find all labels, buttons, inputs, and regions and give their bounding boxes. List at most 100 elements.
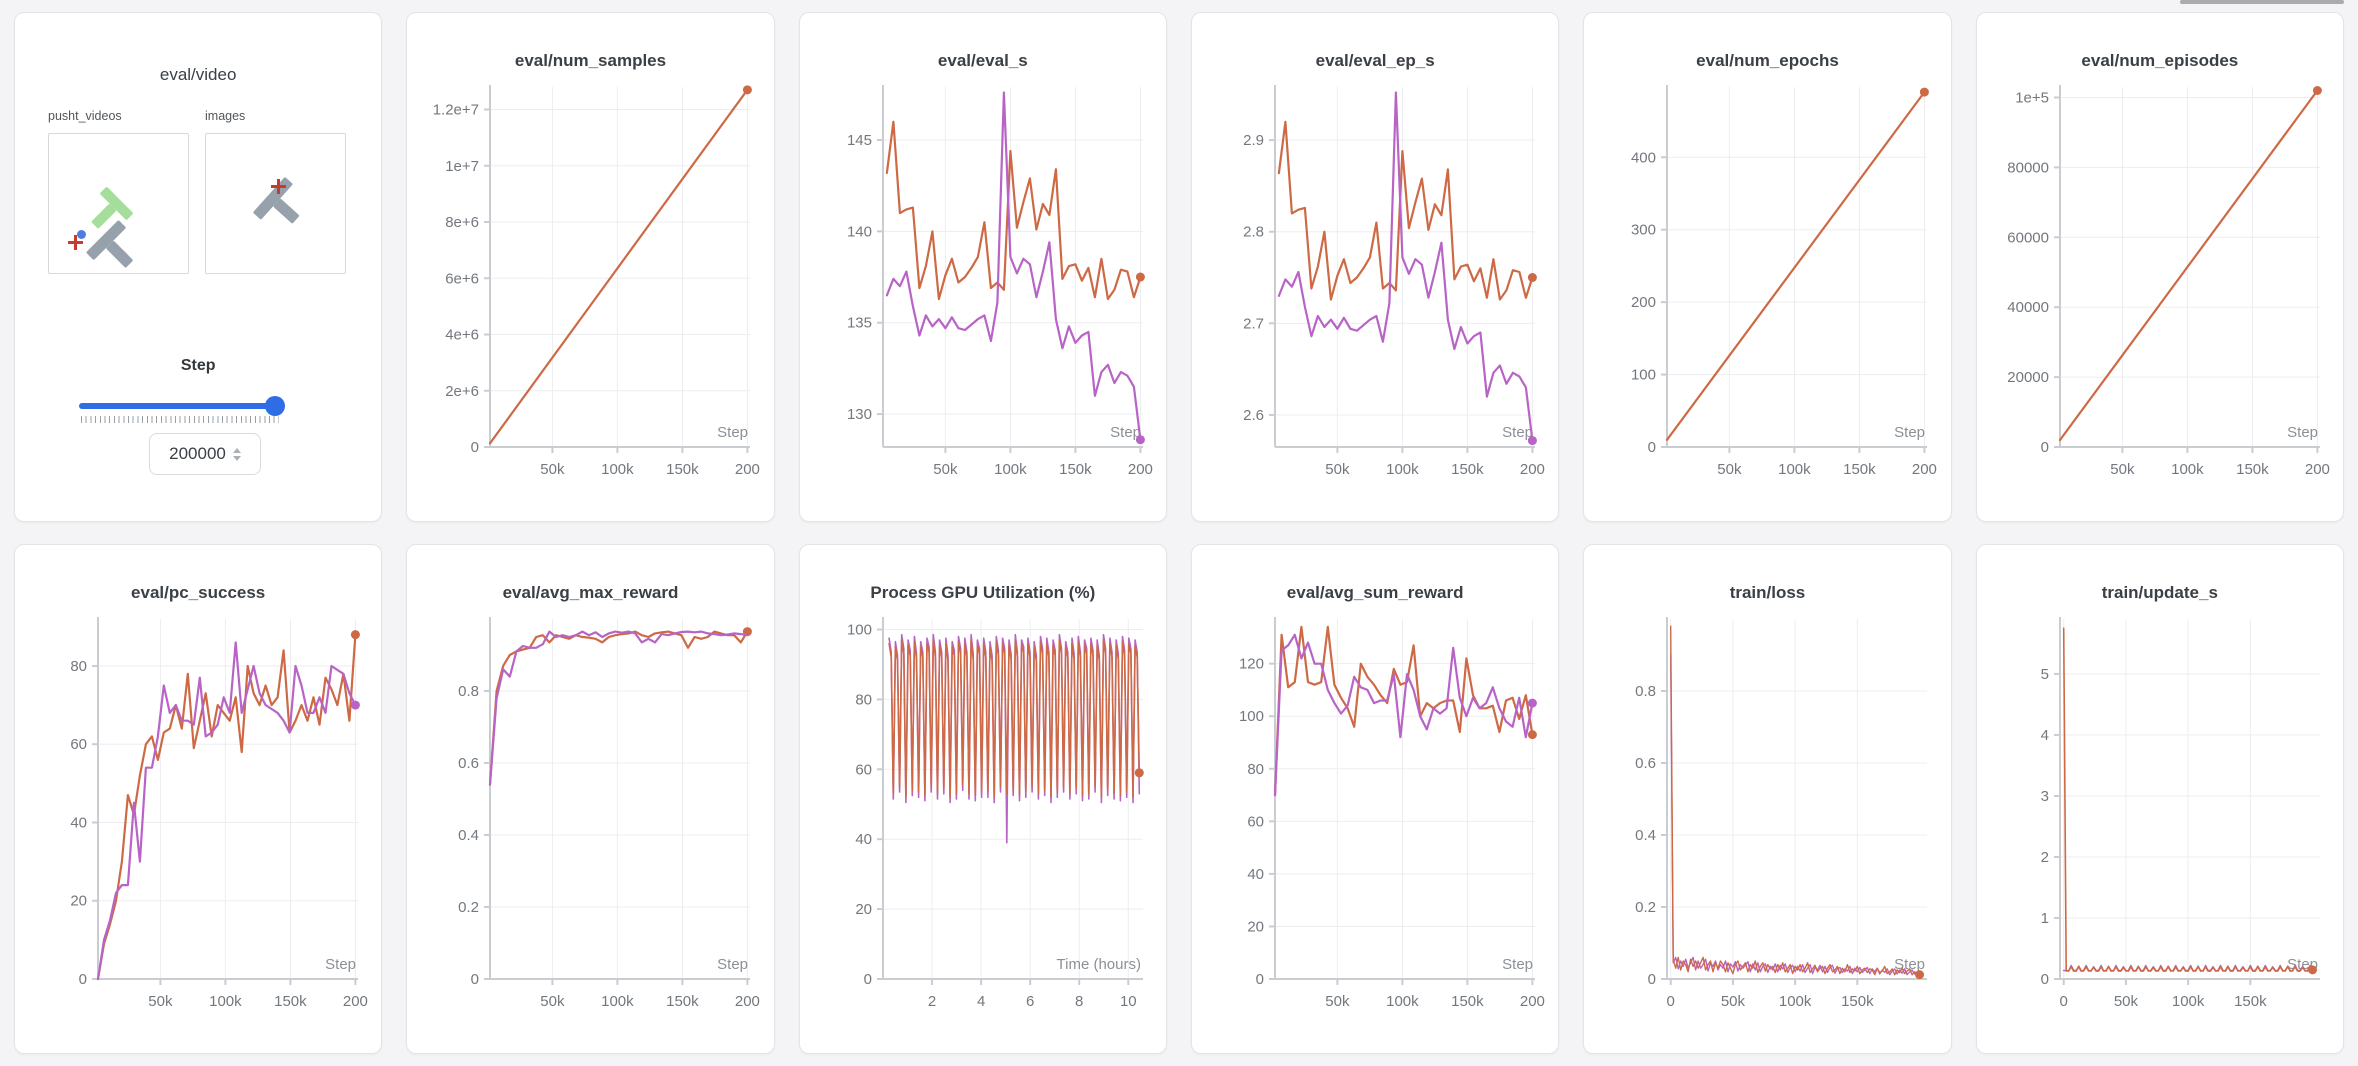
svg-text:145: 145 xyxy=(847,132,872,149)
chart-canvas[interactable]: 50k 100k 150k 200 2.6 2.7 2.8 2.9 Step xyxy=(1192,79,1558,491)
run-label-images: images xyxy=(205,109,246,123)
svg-text:200: 200 xyxy=(735,461,760,478)
stepper-arrows-icon[interactable] xyxy=(232,447,241,461)
svg-text:40: 40 xyxy=(70,814,87,831)
svg-text:300: 300 xyxy=(1631,222,1656,239)
chart-canvas[interactable]: 50k 100k 150k 200 0 20 40 60 80 100 120 Step xyxy=(1192,611,1558,1023)
svg-text:20: 20 xyxy=(1247,918,1264,935)
svg-text:0: 0 xyxy=(1648,439,1656,456)
svg-text:60: 60 xyxy=(855,761,872,778)
svg-text:50k: 50k xyxy=(933,461,958,478)
target-cross-icon xyxy=(271,179,286,194)
panel-eval-avg-max-reward: eval/avg_max_reward 50k 100k 150k 200 0 0.2 0.… xyxy=(406,544,775,1054)
chart-canvas[interactable]: 50k 100k 150k 200 130 135 140 145 Step xyxy=(800,79,1166,491)
svg-text:150k: 150k xyxy=(2234,993,2267,1010)
svg-text:200: 200 xyxy=(1631,294,1656,311)
svg-text:100k: 100k xyxy=(2172,993,2205,1010)
svg-text:50k: 50k xyxy=(1721,993,1746,1010)
svg-text:150k: 150k xyxy=(1059,461,1092,478)
chart-title: eval/avg_sum_reward xyxy=(1286,583,1464,602)
video-thumbnail-pusht[interactable] xyxy=(48,133,189,274)
panel-eval-pc-success: eval/pc_success 50k 100k 150k 200 0 20 40 60 80 S… xyxy=(14,544,383,1054)
panel-train-loss: train/loss 0 50k 100k 150k 0 0.2 0.4 0.6 0.8 Step xyxy=(1583,544,1952,1054)
svg-text:6e+6: 6e+6 xyxy=(446,270,480,287)
svg-text:Step: Step xyxy=(1502,424,1533,441)
svg-text:Step: Step xyxy=(1895,424,1926,441)
svg-text:2.6: 2.6 xyxy=(1243,407,1264,424)
svg-text:60000: 60000 xyxy=(2007,229,2049,246)
svg-text:0: 0 xyxy=(1256,971,1264,988)
horizontal-scrollbar[interactable] xyxy=(2180,0,2344,4)
svg-text:100k: 100k xyxy=(2171,461,2204,478)
svg-text:1: 1 xyxy=(2040,910,2048,927)
svg-text:100k: 100k xyxy=(602,993,635,1010)
svg-text:0.2: 0.2 xyxy=(1636,899,1657,916)
svg-text:Step: Step xyxy=(718,424,749,441)
svg-text:130: 130 xyxy=(847,406,872,423)
step-slider[interactable] xyxy=(79,396,285,416)
svg-text:50k: 50k xyxy=(2114,993,2139,1010)
chart-title: eval/eval_s xyxy=(937,51,1028,70)
slider-ticks xyxy=(81,416,279,423)
run-label-pusht-videos: pusht_videos xyxy=(48,109,122,123)
panel-eval-avg-sum-reward: eval/avg_sum_reward 50k 100k 150k 200 0 20 40 6… xyxy=(1191,544,1560,1054)
svg-text:Step: Step xyxy=(2287,424,2318,441)
panel-eval-num-samples: eval/num_samples 50k 100k 150k 200 0 2e+6 4e+6… xyxy=(406,12,775,522)
svg-text:140: 140 xyxy=(847,223,872,240)
svg-text:100k: 100k xyxy=(602,461,635,478)
step-input[interactable]: 200000 xyxy=(149,433,261,475)
chart-title: train/loss xyxy=(1729,583,1806,602)
svg-text:20000: 20000 xyxy=(2007,369,2049,386)
svg-text:0: 0 xyxy=(2040,971,2048,988)
panel-eval-num-episodes: eval/num_episodes 50k 100k 150k 200 0 20000 40… xyxy=(1975,12,2344,522)
svg-text:0.8: 0.8 xyxy=(459,683,480,700)
target-cross-icon xyxy=(68,235,83,250)
svg-text:Time (hours): Time (hours) xyxy=(1056,956,1140,973)
svg-text:150k: 150k xyxy=(667,461,700,478)
image-thumbnail[interactable] xyxy=(205,133,346,274)
chart-title: eval/num_episodes xyxy=(2081,51,2239,70)
svg-text:1e+7: 1e+7 xyxy=(446,158,480,175)
svg-text:50k: 50k xyxy=(1718,461,1743,478)
chart-canvas[interactable]: 50k 100k 150k 200 0 0.2 0.4 0.6 0.8 Step xyxy=(407,611,773,1023)
svg-text:0: 0 xyxy=(471,971,479,988)
svg-text:150k: 150k xyxy=(1451,993,1484,1010)
slider-thumb[interactable] xyxy=(265,396,285,416)
svg-text:4e+6: 4e+6 xyxy=(446,327,480,344)
svg-text:Step: Step xyxy=(1502,956,1533,973)
svg-text:80: 80 xyxy=(1247,761,1264,778)
chart-canvas[interactable]: 0 50k 100k 150k 0 0.2 0.4 0.6 0.8 Step xyxy=(1584,611,1950,1023)
svg-text:2.9: 2.9 xyxy=(1243,132,1264,149)
svg-text:50k: 50k xyxy=(541,461,566,478)
svg-text:40: 40 xyxy=(855,831,872,848)
svg-text:2: 2 xyxy=(928,993,936,1010)
svg-text:50k: 50k xyxy=(1325,993,1350,1010)
chart-canvas[interactable]: 2 4 6 8 10 0 20 40 60 80 100 Time (hours) xyxy=(800,611,1166,1023)
svg-text:200: 200 xyxy=(2305,461,2330,478)
svg-text:6: 6 xyxy=(1026,993,1034,1010)
svg-text:150k: 150k xyxy=(1844,461,1877,478)
svg-text:80: 80 xyxy=(70,658,87,675)
svg-text:0: 0 xyxy=(2059,993,2067,1010)
chart-title: eval/eval_ep_s xyxy=(1315,51,1435,70)
svg-text:50k: 50k xyxy=(148,993,173,1010)
svg-text:0: 0 xyxy=(2040,439,2048,456)
panel-eval-num-epochs: eval/num_epochs 50k 100k 150k 200 0 100 200 300… xyxy=(1583,12,1952,522)
panel-eval-video: eval/video pusht_videos images Step 2000… xyxy=(14,12,383,522)
step-input-value: 200000 xyxy=(169,444,226,463)
svg-text:2.8: 2.8 xyxy=(1243,224,1264,241)
chart-canvas[interactable]: 50k 100k 150k 200 0 20000 40000 60000 80000 1e+5 S… xyxy=(1977,79,2343,491)
chart-canvas[interactable]: 50k 100k 150k 200 0 20 40 60 80 Step xyxy=(15,611,381,1023)
panel-process-gpu-utilization: Process GPU Utilization (%) 2 4 6 8 10 0 20 40 6… xyxy=(798,544,1167,1054)
chart-canvas[interactable]: 50k 100k 150k 200 0 2e+6 4e+6 6e+6 8e+6 1e+7 1.2e+… xyxy=(407,79,773,491)
chart-canvas[interactable]: 50k 100k 150k 200 0 100 200 300 400 Step xyxy=(1584,79,1950,491)
chart-title: eval/num_samples xyxy=(514,51,667,70)
svg-text:100k: 100k xyxy=(994,461,1027,478)
panel-eval-eval-ep-s: eval/eval_ep_s 50k 100k 150k 200 2.6 2.7 2.8 2.… xyxy=(1191,12,1560,522)
svg-text:80: 80 xyxy=(855,691,872,708)
svg-text:0.2: 0.2 xyxy=(459,899,480,916)
svg-text:100: 100 xyxy=(847,621,872,638)
chart-canvas[interactable]: 0 50k 100k 150k 0 1 2 3 4 5 Step xyxy=(1977,611,2343,1023)
svg-text:200: 200 xyxy=(1912,461,1937,478)
